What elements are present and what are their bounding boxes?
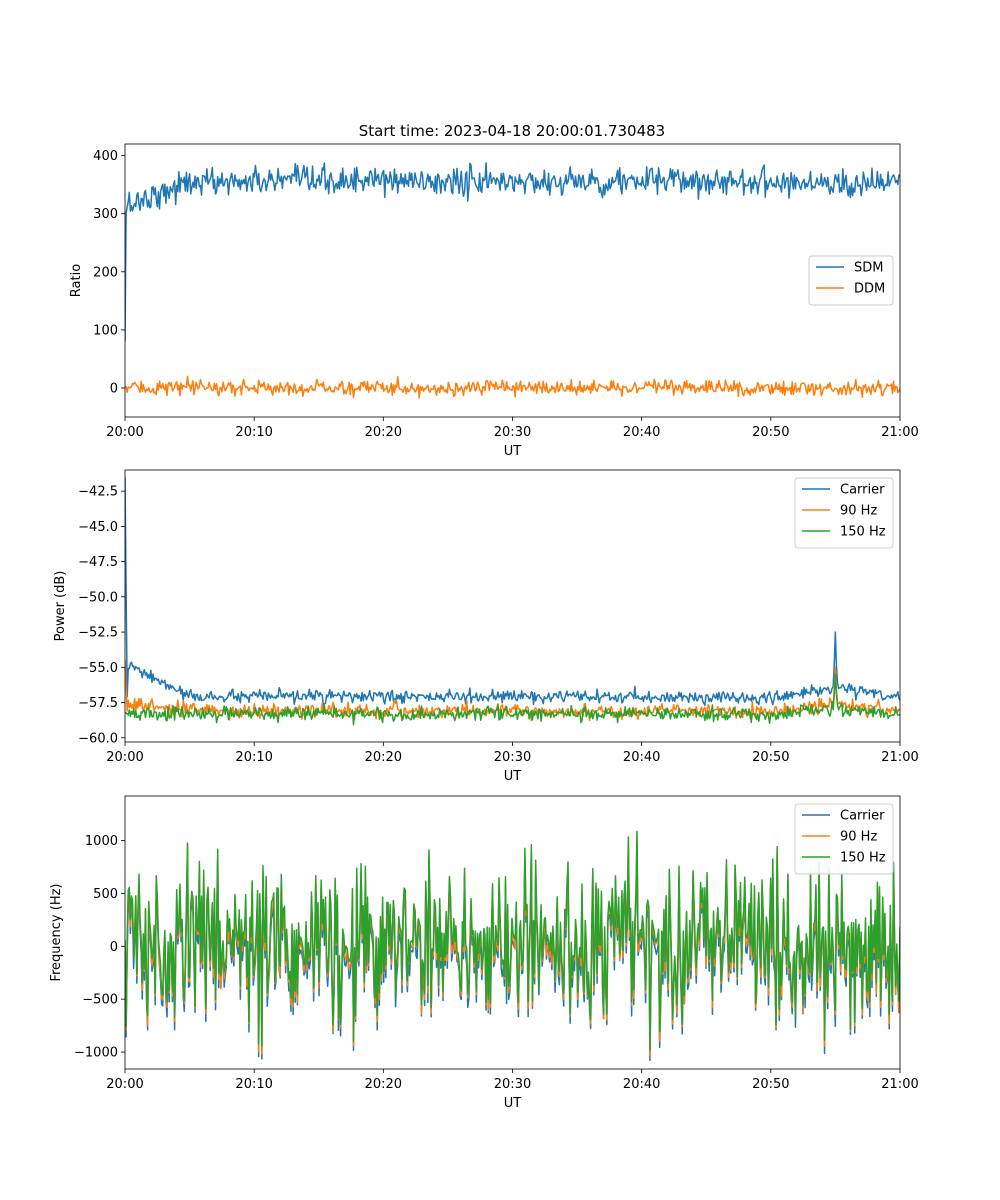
figure-title: Start time: 2023-04-18 20:00:01.730483 bbox=[359, 122, 665, 140]
y-tick-label: −57.5 bbox=[78, 696, 118, 711]
x-tick-label: 20:00 bbox=[106, 750, 143, 765]
legend: Carrier 90 Hz 150 Hz bbox=[794, 803, 894, 875]
legend-entry: SDM bbox=[854, 261, 883, 276]
series-line-sdm bbox=[125, 162, 900, 342]
series-group bbox=[125, 830, 900, 1062]
legend-entry: Carrier bbox=[840, 483, 885, 498]
series-group bbox=[125, 162, 900, 399]
x-tick-label: 20:10 bbox=[235, 1077, 272, 1092]
x-tick-label: 21:00 bbox=[881, 425, 918, 440]
legend-entry: 90 Hz bbox=[840, 830, 877, 845]
x-tick-label: 20:50 bbox=[752, 750, 789, 765]
y-tick-label: −500 bbox=[82, 993, 118, 1008]
y-tick-label: −52.5 bbox=[78, 626, 118, 641]
series-line-150-hz bbox=[125, 830, 900, 1051]
frequency-panel: 20:00 20:10 20:20 20:30 20:40 20:50 21:00 −1000… bbox=[49, 795, 919, 1111]
x-tick-label: 20:20 bbox=[365, 1077, 402, 1092]
legend-entry: 150 Hz bbox=[840, 851, 886, 866]
x-tick-label: 20:40 bbox=[623, 750, 660, 765]
x-tick-label: 20:20 bbox=[365, 425, 402, 440]
y-tick-label: 1000 bbox=[85, 834, 118, 849]
y-tick-label: 400 bbox=[93, 149, 118, 164]
y-tick-label: −45.0 bbox=[78, 520, 118, 535]
x-axis-label: UT bbox=[504, 444, 522, 459]
x-tick-label: 20:40 bbox=[623, 1077, 660, 1092]
y-tick-label: 0 bbox=[110, 381, 118, 396]
legend: Carrier 90 Hz 150 Hz bbox=[794, 477, 894, 549]
y-axis-label: Power (dB) bbox=[53, 571, 68, 642]
ratio-panel: 20:00 20:10 20:20 20:30 20:40 20:50 21:00 0 100 2… bbox=[69, 143, 919, 459]
legend: SDM DDM bbox=[808, 255, 894, 306]
power-panel: 20:00 20:10 20:20 20:30 20:40 20:50 21:00 −60.0… bbox=[53, 469, 919, 784]
x-tick-label: 20:10 bbox=[235, 425, 272, 440]
legend-box bbox=[808, 255, 894, 306]
x-tick-label: 20:30 bbox=[494, 1077, 531, 1092]
y-axis-label: Frequency (Hz) bbox=[49, 883, 64, 981]
x-tick-label: 20:20 bbox=[365, 750, 402, 765]
series-line-carrier bbox=[125, 477, 900, 707]
x-tick-label: 20:50 bbox=[752, 425, 789, 440]
series-line-150-hz bbox=[125, 673, 900, 726]
legend-entry: Carrier bbox=[840, 809, 885, 824]
y-tick-label: −55.0 bbox=[78, 661, 118, 676]
y-tick-label: 300 bbox=[93, 207, 118, 222]
x-tick-label: 20:30 bbox=[494, 425, 531, 440]
axes-frame bbox=[124, 469, 901, 743]
y-tick-label: 200 bbox=[93, 265, 118, 280]
x-tick-label: 21:00 bbox=[881, 750, 918, 765]
y-tick-label: −42.5 bbox=[78, 485, 118, 500]
y-tick-label: −60.0 bbox=[78, 731, 118, 746]
x-tick-label: 20:00 bbox=[106, 425, 143, 440]
y-tick-label: −50.0 bbox=[78, 590, 118, 605]
series-line-ddm bbox=[125, 375, 900, 399]
x-tick-label: 20:10 bbox=[235, 750, 272, 765]
y-axis-label: Ratio bbox=[69, 264, 84, 297]
x-tick-label: 20:40 bbox=[623, 425, 660, 440]
x-tick-label: 20:50 bbox=[752, 1077, 789, 1092]
y-tick-label: 0 bbox=[110, 940, 118, 955]
x-axis-label: UT bbox=[504, 1096, 522, 1111]
y-tick-label: −1000 bbox=[74, 1046, 118, 1061]
legend-entry: 150 Hz bbox=[840, 525, 886, 540]
series-group bbox=[125, 477, 900, 726]
legend-entry: 90 Hz bbox=[840, 504, 877, 519]
x-tick-label: 21:00 bbox=[881, 1077, 918, 1092]
y-tick-label: 100 bbox=[93, 323, 118, 338]
x-tick-label: 20:00 bbox=[106, 1077, 143, 1092]
y-tick-label: −47.5 bbox=[78, 555, 118, 570]
x-axis-label: UT bbox=[504, 769, 522, 784]
legend-entry: DDM bbox=[854, 282, 885, 297]
y-tick-label: 500 bbox=[93, 887, 118, 902]
x-tick-label: 20:30 bbox=[494, 750, 531, 765]
